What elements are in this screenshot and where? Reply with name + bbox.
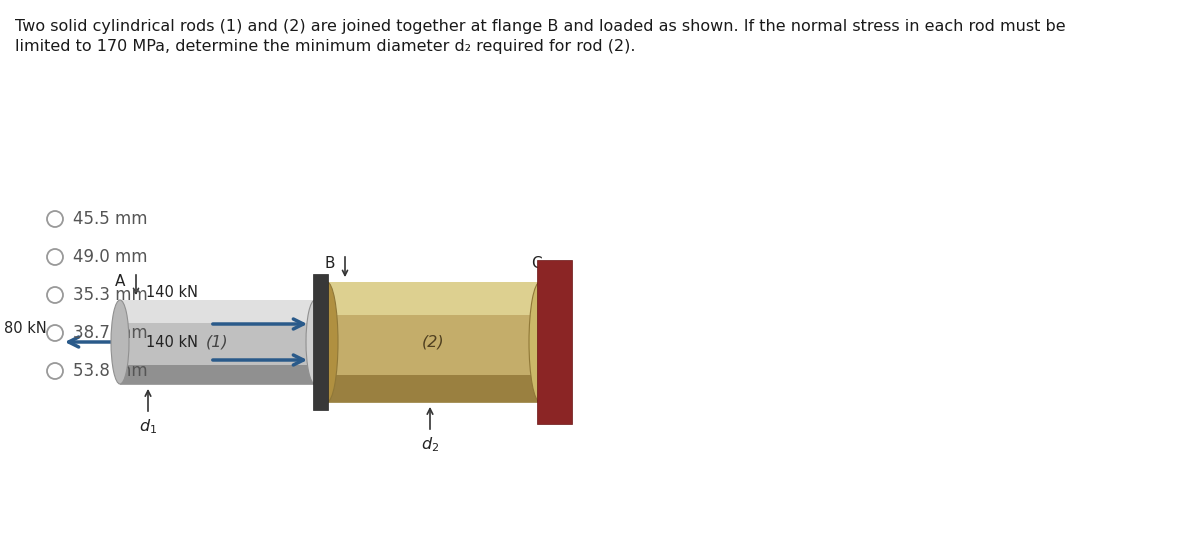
- Bar: [120, 300, 314, 323]
- Text: $d_1$: $d_1$: [139, 417, 157, 436]
- Ellipse shape: [316, 282, 338, 402]
- Bar: [326, 282, 540, 315]
- Text: Two solid cylindrical rods (1) and (2) are joined together at flange B and loade: Two solid cylindrical rods (1) and (2) a…: [14, 19, 1066, 34]
- Text: 140 kN: 140 kN: [146, 285, 198, 300]
- Text: $d_2$: $d_2$: [421, 435, 439, 454]
- Bar: [326, 282, 540, 402]
- Text: (1): (1): [206, 335, 229, 350]
- Text: 140 kN: 140 kN: [146, 335, 198, 350]
- Text: 45.5 mm: 45.5 mm: [73, 210, 148, 228]
- Bar: [538, 260, 572, 424]
- Bar: [120, 300, 314, 384]
- Ellipse shape: [112, 300, 130, 384]
- Text: 49.0 mm: 49.0 mm: [73, 248, 148, 266]
- Text: 53.8 mm: 53.8 mm: [73, 362, 148, 380]
- Text: limited to 170 MPa, determine the minimum diameter d₂ required for rod (2).: limited to 170 MPa, determine the minimu…: [14, 39, 636, 54]
- Text: 35.3 mm: 35.3 mm: [73, 286, 148, 304]
- Ellipse shape: [306, 300, 324, 384]
- Text: C: C: [530, 256, 541, 271]
- Bar: [313, 274, 328, 410]
- Text: (2): (2): [422, 335, 445, 350]
- Ellipse shape: [529, 282, 551, 402]
- Bar: [326, 375, 540, 402]
- Text: B: B: [325, 256, 335, 271]
- Text: 38.7 mm: 38.7 mm: [73, 324, 148, 342]
- Bar: [120, 365, 314, 384]
- Text: 80 kN: 80 kN: [5, 321, 47, 336]
- Text: A: A: [115, 274, 125, 289]
